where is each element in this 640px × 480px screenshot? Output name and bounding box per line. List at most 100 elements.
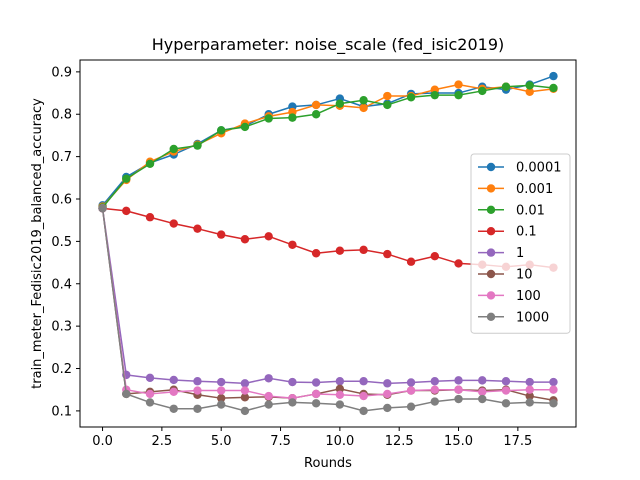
data-point [264, 400, 273, 409]
data-point [335, 99, 345, 108]
data-point [454, 376, 463, 385]
data-point [240, 386, 250, 395]
x-tick-label: 10.0 [325, 434, 354, 449]
data-point [264, 232, 273, 241]
data-point [501, 82, 511, 91]
data-point [145, 373, 155, 383]
data-point [240, 235, 250, 244]
data-point [383, 379, 392, 388]
data-point [478, 86, 487, 96]
legend-marker [486, 184, 496, 193]
legend-entry: 0.001 [478, 182, 553, 197]
data-point [383, 403, 392, 413]
data-point [383, 100, 392, 110]
data-point [240, 406, 250, 416]
data-point [169, 144, 178, 154]
data-point [264, 391, 273, 401]
legend-entry: 0.1 [478, 225, 537, 240]
data-point [240, 393, 250, 402]
data-point [145, 213, 155, 222]
data-point [454, 394, 463, 404]
data-point [311, 249, 321, 258]
legend-entry: 1 [478, 246, 524, 261]
legend-entry: 100 [478, 289, 541, 304]
data-point [359, 377, 368, 386]
legend-label: 1 [516, 246, 524, 261]
data-point [454, 80, 463, 89]
data-point [525, 385, 534, 394]
legend-entry: 1000 [478, 310, 549, 325]
data-point [430, 252, 439, 261]
data-point [169, 404, 178, 413]
data-point [335, 400, 345, 409]
data-point [193, 141, 202, 150]
data-point [383, 91, 392, 101]
x-axis-label: Rounds [304, 456, 352, 471]
data-point [311, 389, 321, 399]
y-tick-label: 0.9 [51, 65, 72, 80]
data-point [122, 206, 131, 216]
x-tick-label: 17.5 [503, 434, 532, 449]
data-point [454, 385, 463, 394]
data-point [311, 399, 321, 408]
data-point [359, 96, 368, 105]
data-point [478, 394, 487, 404]
data-point [217, 386, 226, 395]
legend-marker [486, 248, 496, 257]
data-point [217, 126, 226, 135]
data-point [288, 240, 297, 249]
legend-label: 0.001 [516, 182, 553, 197]
y-tick-label: 0.4 [51, 277, 72, 292]
data-point [406, 386, 416, 395]
legend-marker [486, 269, 496, 279]
legend-label: 1000 [516, 310, 549, 325]
data-point [501, 399, 511, 408]
data-point [217, 377, 226, 387]
data-point [549, 385, 558, 394]
data-point [549, 83, 558, 93]
x-tick-label: 0.0 [92, 434, 113, 449]
data-point [454, 259, 463, 268]
data-point [169, 219, 178, 228]
data-point [359, 406, 368, 416]
data-point [217, 393, 226, 403]
data-point [383, 249, 392, 259]
data-point [501, 377, 511, 386]
x-tick-label: 12.5 [385, 434, 414, 449]
y-tick-label: 0.2 [51, 362, 72, 377]
plot-frame [79, 59, 577, 428]
legend-marker [486, 162, 496, 172]
data-point [406, 93, 416, 102]
data-point [311, 110, 321, 119]
data-point [264, 374, 273, 383]
legend-label: 0.01 [516, 203, 545, 218]
legend-marker [486, 312, 496, 321]
data-point [549, 377, 558, 387]
x-tick-label: 5.0 [211, 434, 232, 449]
data-point [335, 390, 345, 399]
x-tick-label: 7.5 [270, 434, 291, 449]
legend-marker [486, 227, 496, 236]
data-point [478, 376, 487, 385]
data-point [240, 379, 250, 388]
y-tick-label: 0.3 [51, 320, 72, 335]
data-point [430, 385, 439, 394]
legend: 0.0001 0.001 0.01 0.1 1 10 100 1000 [470, 153, 571, 334]
data-point [454, 90, 463, 100]
chart-title: Hyperparameter: noise_scale (fed_isic201… [152, 35, 504, 55]
data-point [359, 103, 368, 113]
legend-entry: 0.0001 [478, 161, 562, 176]
y-tick-label: 0.8 [51, 108, 72, 123]
series-0.01 [98, 81, 558, 212]
series-1000 [98, 204, 558, 416]
data-point [430, 377, 439, 386]
data-point [549, 71, 558, 81]
data-point [525, 391, 534, 401]
data-point [122, 389, 131, 399]
data-point [525, 377, 534, 387]
data-point [145, 389, 155, 399]
data-point [359, 245, 368, 255]
data-point [311, 378, 321, 387]
data-point [145, 398, 155, 407]
legend-entry: 10 [478, 268, 533, 283]
